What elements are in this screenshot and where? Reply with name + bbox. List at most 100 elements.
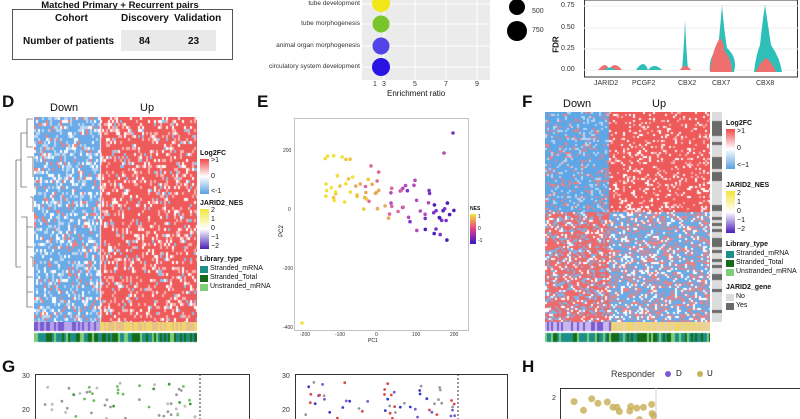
heatmap-f-down-label: Down [563,98,592,110]
pca-point [366,177,370,182]
h-scatter [560,388,800,419]
g-right-frame [295,374,508,419]
legend-swatch [726,294,734,301]
pca-point [324,188,329,193]
scatter-point [166,402,170,406]
scatter-point [147,405,151,409]
legend-nes-tick: 0 [737,208,741,215]
scatter-point [92,399,96,402]
g-left-scatter [35,374,250,419]
heatmap-d-legend: Log2FC >1 0 <-1 JARID2_NES 2 1 0 −1 −2 L… [200,150,271,300]
scatter-point [438,386,442,389]
pca-point [423,227,428,232]
violin-x-tick: CBX7 [712,80,731,87]
pca-point [386,216,391,220]
h-point [626,407,634,415]
scatter-point [124,416,127,419]
violin-y-label: FDR [551,36,561,53]
pca-point [338,184,342,188]
go-term-label: animal organ morphogenesis [276,42,360,49]
go-dot-tube-development [372,0,390,12]
h-point [588,395,596,403]
scatter-point [309,392,313,396]
heatmap-d-annotation-bars [34,322,197,344]
legend-nes-title: JARID2_NES [200,200,244,207]
legend-nes-tick: 2 [737,190,741,197]
scatter-point [116,385,119,388]
pca-point [414,198,419,203]
legend-log2fc-tick: >1 [737,128,745,135]
h-point [636,416,643,419]
scatter-point [394,411,397,414]
legend-nes-tick: 0 [211,225,215,232]
h-point [570,398,578,406]
legend-gene-title: JARID2_gene [726,284,772,291]
go-term-label: circulatory system development [268,63,360,70]
go-dot-tube-morphogenesis [372,15,390,33]
pca-point [367,199,371,204]
scatter-point [167,382,171,386]
legend-library-item: Unstranded_mRNA [210,283,271,290]
heatmap-d-down-label: Down [50,102,79,114]
pca-point [358,182,363,186]
violin-plot-area [584,0,798,78]
pca-point [390,204,394,209]
table-row-label: Number of patients [23,36,115,47]
pca-y-tick: -200 [283,266,294,272]
pca-point [324,194,328,198]
go-x-tick: 3 [382,81,386,88]
legend-library-item: Unstranded_mRNA [736,268,797,275]
scatter-point [193,415,197,419]
legend-log2fc-gradient [200,159,209,194]
pca-point [444,218,448,223]
table-value-shade [121,30,216,51]
scatter-point [50,402,54,406]
pca-point [361,207,366,211]
pca-legend-tick: -1 [478,238,483,244]
pca-point [408,219,412,224]
pca-point [348,190,353,194]
pca-point [451,131,455,135]
go-x-label: Enrichment ratio [387,89,446,98]
legend-swatch [200,284,208,291]
scatter-point [179,389,183,392]
pca-point [364,190,368,195]
scatter-point [391,416,394,419]
h-point [594,399,602,407]
violin-y-tick: 0.00 [561,66,575,73]
legend-nes-gradient [726,191,735,233]
scatter-point [50,408,54,412]
scatter-point [105,398,109,402]
scatter-point [72,393,76,397]
scatter-point [188,398,191,402]
heatmap-d-dendrogram [15,118,34,308]
g-left-frame [35,374,250,419]
legend-library-item: Stranded_Total [210,274,258,281]
scatter-point [153,383,156,386]
scatter-point [449,414,453,418]
go-x-tick: 1 [373,81,377,88]
scatter-point [357,407,361,410]
scatter-point [182,385,185,388]
pca-y-tick: 200 [283,148,292,154]
pca-point [432,203,437,207]
scatter-point [344,399,348,403]
go-dot-circulatory-system-development [372,58,390,76]
legend-log2fc-title: Log2FC [200,150,227,157]
pca-point [383,204,387,208]
pca-legend-title: NES [470,206,481,212]
h-y-tick: 2 [552,395,556,402]
scatter-point [440,401,444,405]
scatter-point [313,402,317,405]
pca-point [389,186,394,191]
pca-point [427,188,431,193]
heatmap-f-legend: Log2FC >1 0 <−1 JARID2_NES 2 1 0 −1 −2 L… [726,120,800,320]
scatter-point [398,405,402,409]
go-dot-animal-organ-morphogenesis [372,37,390,55]
pca-point [348,157,352,161]
g-right-scatter [295,374,508,419]
scatter-point [453,414,457,418]
legend-library-item: Stranded_Total [736,259,784,266]
violin-cbx2-teal [682,20,688,70]
h-legend-title: Responder [611,369,656,379]
